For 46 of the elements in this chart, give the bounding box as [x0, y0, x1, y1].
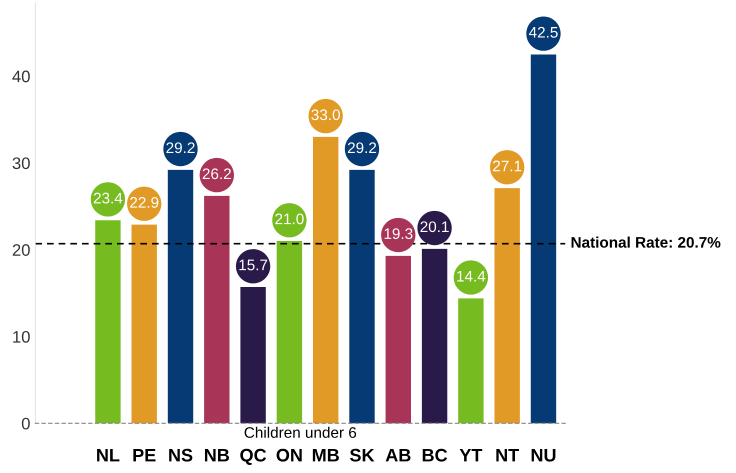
bar	[276, 241, 302, 424]
bar	[95, 220, 121, 424]
data-label: 14.4	[457, 270, 486, 282]
y-tick-label: 40	[12, 70, 30, 82]
data-label: 33.0	[311, 109, 340, 120]
bar	[240, 287, 266, 424]
data-label: 27.1	[493, 160, 522, 172]
x-tick-label: BC	[422, 448, 448, 462]
data-label: 29.2	[348, 142, 376, 154]
x-tick-label: ON	[276, 448, 302, 462]
x-tick-label: PE	[133, 449, 156, 462]
bar	[422, 248, 448, 424]
ref-line-label: National Rate: 20.7%	[572, 236, 720, 248]
bar	[494, 188, 520, 424]
x-tick-label: NS	[169, 448, 192, 462]
x-tick-label: NU	[532, 449, 556, 462]
y-tick-label: 0	[22, 418, 30, 430]
x-tick-label: NT	[496, 449, 520, 462]
bar	[132, 224, 157, 424]
data-label: 22.9	[130, 197, 158, 208]
x-tick-label: NL	[97, 449, 120, 462]
bar	[168, 170, 194, 424]
bar	[312, 136, 338, 424]
data-label: 21.0	[275, 214, 304, 224]
y-tick-label: 20	[12, 244, 30, 256]
y-tick-label: 10	[13, 330, 30, 343]
data-label: 42.5	[528, 26, 558, 38]
x-tick-label: NB	[204, 449, 230, 462]
x-tick-label: YT	[460, 449, 482, 462]
data-label: 29.2	[166, 142, 195, 154]
bar	[386, 256, 411, 424]
bar	[349, 170, 375, 424]
x-tick-label: AB	[386, 449, 411, 462]
data-label: 26.2	[202, 168, 231, 180]
data-label: 23.4	[94, 192, 122, 204]
data-label: 19.3	[384, 228, 412, 240]
bar	[530, 54, 556, 424]
x-axis-title: Children under 6	[244, 426, 356, 438]
data-label: 20.1	[420, 221, 449, 232]
x-tick-label: SK	[350, 448, 374, 462]
bar	[204, 196, 230, 424]
data-label: 15.7	[239, 260, 268, 270]
y-tick-label: 30	[12, 157, 30, 170]
bar	[458, 298, 484, 424]
x-tick-label: MB	[312, 449, 339, 462]
x-tick-label: QC	[240, 448, 266, 465]
